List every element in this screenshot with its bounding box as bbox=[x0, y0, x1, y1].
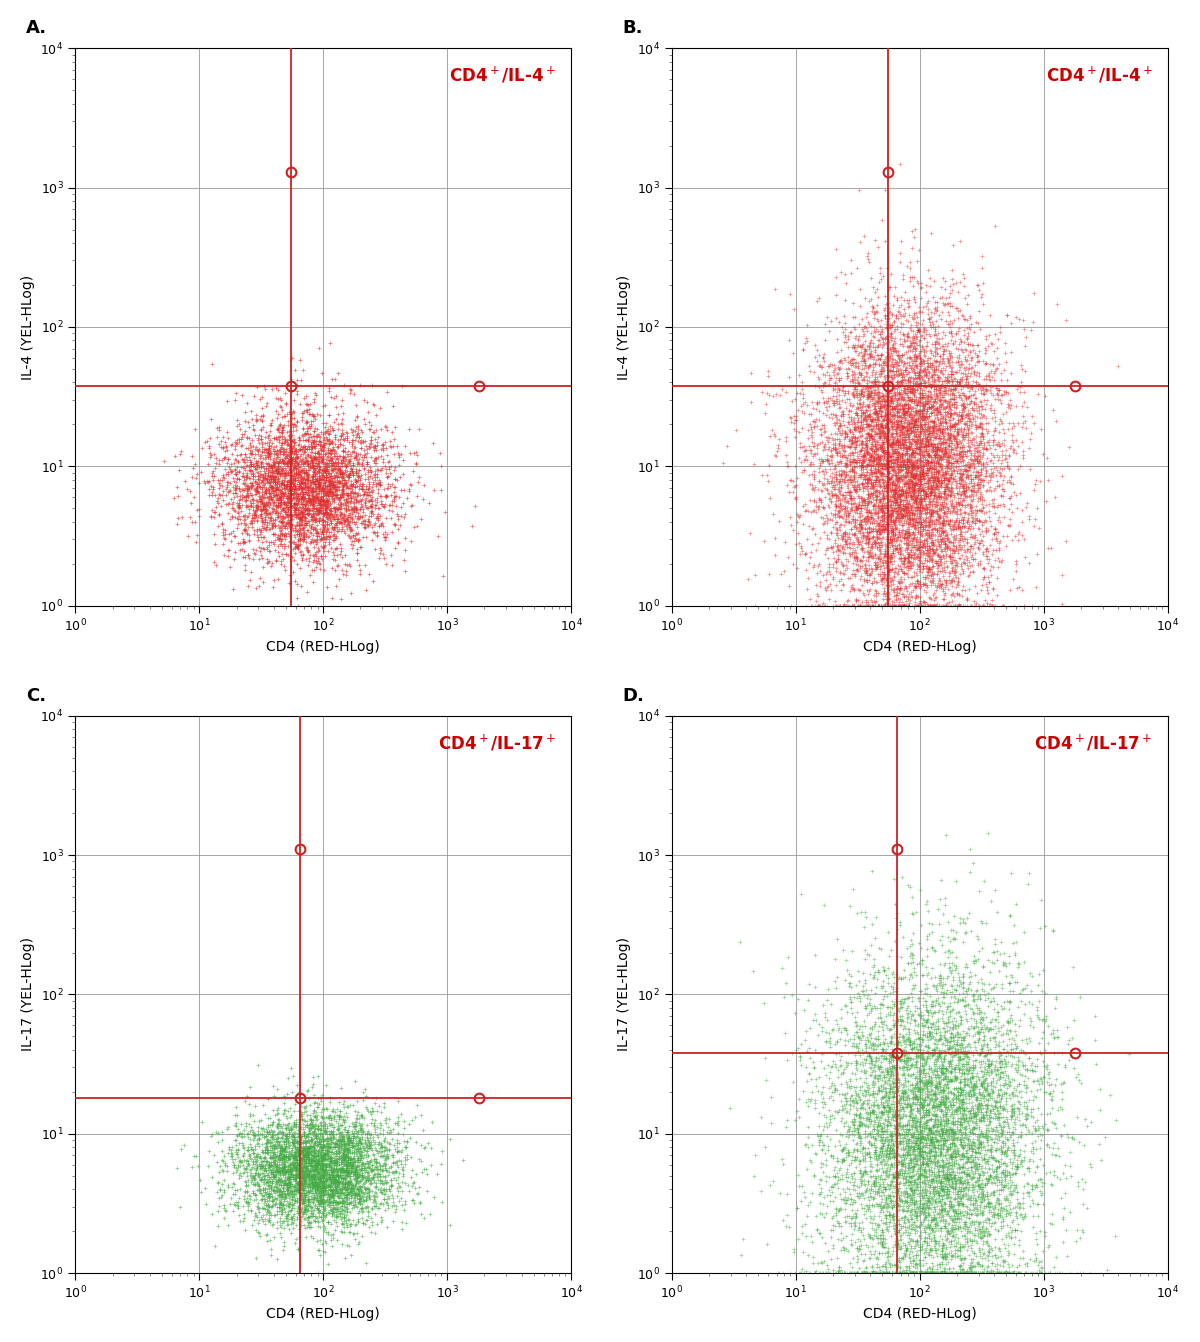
Text: CD4$^+$/IL-17$^+$: CD4$^+$/IL-17$^+$ bbox=[438, 733, 557, 753]
Y-axis label: IL-4 (YEL-HLog): IL-4 (YEL-HLog) bbox=[617, 274, 631, 380]
Text: D.: D. bbox=[622, 687, 644, 705]
X-axis label: CD4 (RED-HLog): CD4 (RED-HLog) bbox=[863, 640, 977, 654]
X-axis label: CD4 (RED-HLog): CD4 (RED-HLog) bbox=[863, 1307, 977, 1321]
Text: B.: B. bbox=[622, 19, 643, 38]
Text: C.: C. bbox=[25, 687, 46, 705]
Text: CD4$^+$/IL-4$^+$: CD4$^+$/IL-4$^+$ bbox=[1046, 64, 1153, 86]
Text: CD4$^+$/IL-17$^+$: CD4$^+$/IL-17$^+$ bbox=[1034, 733, 1153, 753]
Y-axis label: IL-4 (YEL-HLog): IL-4 (YEL-HLog) bbox=[20, 274, 35, 380]
Y-axis label: IL-17 (YEL-HLog): IL-17 (YEL-HLog) bbox=[617, 938, 631, 1052]
X-axis label: CD4 (RED-HLog): CD4 (RED-HLog) bbox=[266, 1307, 380, 1321]
X-axis label: CD4 (RED-HLog): CD4 (RED-HLog) bbox=[266, 640, 380, 654]
Y-axis label: IL-17 (YEL-HLog): IL-17 (YEL-HLog) bbox=[20, 938, 35, 1052]
Text: CD4$^+$/IL-4$^+$: CD4$^+$/IL-4$^+$ bbox=[450, 64, 557, 86]
Text: A.: A. bbox=[25, 19, 47, 38]
